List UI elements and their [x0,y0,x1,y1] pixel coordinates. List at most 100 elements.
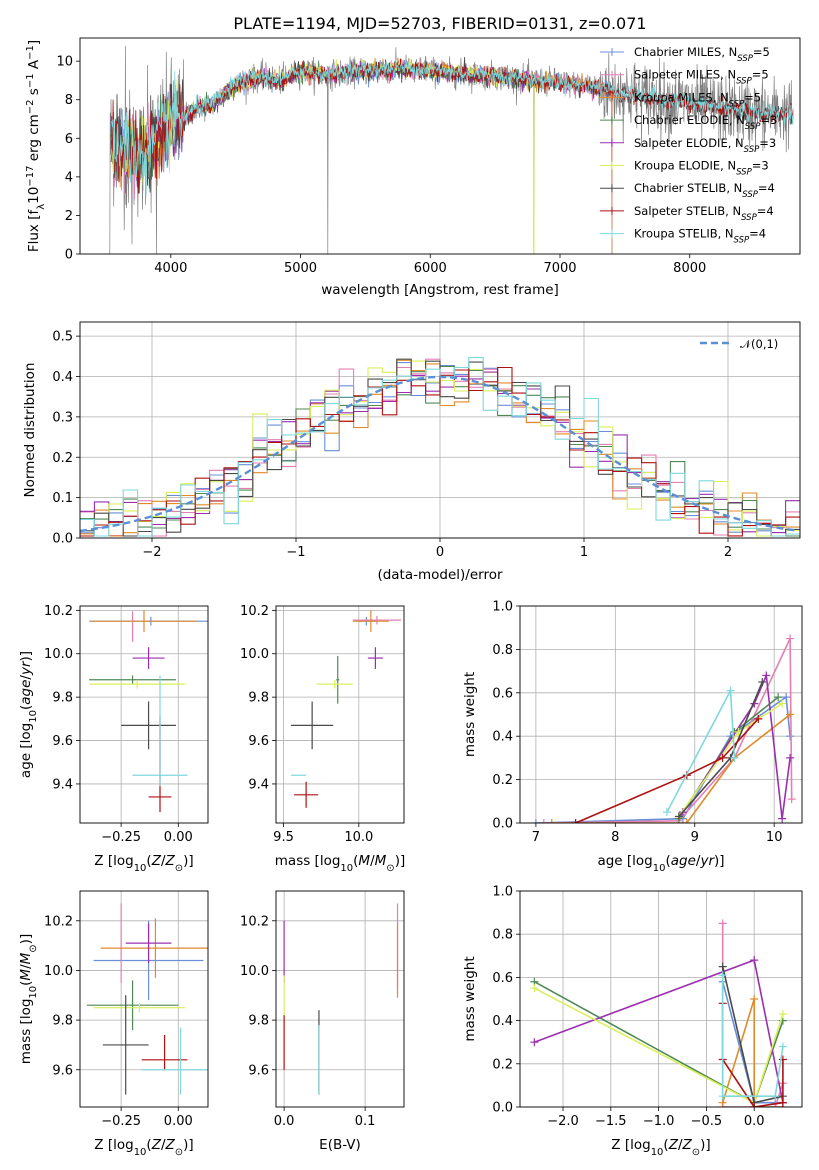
axes-frame [79,890,209,1108]
x-tick-label: −1.5 [595,1114,627,1129]
errorbar-point [86,980,179,1031]
normal-reference-curve [80,375,798,533]
errorbar-point [352,610,389,633]
mass-vs-metallicity-plot-area [86,903,208,1095]
mass-weight-marker [571,819,580,823]
x-tick-label: −1.0 [643,1114,675,1129]
y-tick-label: 0.0 [492,1101,513,1116]
errorbar-point [91,610,197,633]
residual-histogram-axes: −2 −1 0 1 2 0.0 0.1 0.2 0.3 0.4 0.5 (data-model)/er… [22,321,801,583]
mass-weight-marker [771,1092,780,1101]
legend-entry: Salpeter MILES, NSSP=5 [634,68,769,87]
mass-weight-series [678,671,795,823]
legend-entry: Chabrier MILES, NSSP=5 [634,45,770,64]
mass-weight-line [721,975,784,1097]
axes-frame [519,605,803,824]
y-tick-label: 0.2 [492,1057,513,1072]
y-tick-label: 0.2 [492,773,513,788]
y-tick-label: 0.4 [492,1014,513,1029]
y-tick-label: 0.6 [492,971,513,986]
errorbar-point [352,615,401,625]
y-tick-label: 9.6 [52,1063,73,1078]
mass-weight-marker [758,677,767,686]
spectrum-plot-area [109,45,794,254]
model-spectrum-line [110,57,613,254]
errorbar-point [291,701,334,750]
figure-title: PLATE=1194, MJD=52703, FIBERID=0131, z=0… [233,14,646,33]
mass-weight-line [678,681,764,818]
axes-frame [519,890,803,1108]
x-axis-label: Z [log10(Z/Z⊙)] [94,1137,193,1158]
x-tick-label: 9 [691,830,699,845]
axes-frame [275,605,405,824]
mass-weight-marker [782,693,791,702]
y-tick-label: 9.6 [248,734,269,749]
y-tick-label: 9.4 [52,777,73,792]
y-tick-label: 9.6 [52,734,73,749]
mass-weight-marker [786,710,795,719]
legend-entry: Kroupa STELIB, NSSP=4 [634,227,766,246]
y-tick-label: 1.0 [492,885,513,900]
legend-entry: Salpeter STELIB, NSSP=4 [634,204,774,223]
y-tick-label: 9.8 [248,691,269,706]
y-tick-label: 9.8 [52,691,73,706]
x-tick-label: 9.5 [273,830,294,845]
x-axis-label: Z [log10(Z/Z⊙)] [611,1137,710,1158]
age-vs-metallicity-plot-area [89,610,208,813]
x-tick-label: 0.00 [164,830,193,845]
x-tick-label: 7 [532,830,540,845]
mass-weight-series [547,710,795,823]
x-tick-label: 0.0 [274,1114,295,1129]
mass-weight-series [539,634,796,823]
x-tick-label: 8000 [673,261,706,276]
y-tick-label: 0 [65,248,73,263]
mass-weight-line [575,718,759,823]
mass-weight-marker [718,753,727,762]
y-tick-label: 0.0 [52,532,73,547]
y-tick-label: 4 [65,170,73,185]
y-tick-label: 8 [65,93,73,108]
x-tick-label: 10.0 [344,830,373,845]
y-tick-label: 10.2 [240,604,269,619]
x-tick-label: −1 [286,545,305,560]
y-tick-label: 10.0 [44,964,73,979]
x-tick-label: 0.1 [355,1114,376,1129]
legend-entry: Kroupa MILES, NSSP=5 [634,90,761,109]
x-tick-label: 0.0 [744,1114,765,1129]
mass-weight-vs-metallicity-plot-area [530,919,787,1107]
mass-weight-marker [662,808,671,817]
errorbar-point [316,679,353,689]
mass-weight-marker [750,995,759,1003]
x-tick-label: 2 [724,545,732,560]
y-tick-label: 10.0 [240,964,269,979]
mass-weight-marker [786,732,795,741]
mass-weight-marker [547,819,556,823]
mass-weight-marker [674,812,683,821]
age-vs-metallicity-axes: −0.25 0.00 9.4 9.6 9.8 10.0 10.2 Z [log10(Z/Z⊙)… [18,604,209,874]
x-tick-label: 8 [611,830,619,845]
mass-weight-vs-metallicity-axes: −2.0 −1.5 −1.0 −0.5 0.0 0.0 0.2 0.4 0.6 0.8 1.0 Z [… [462,885,803,1158]
legend-entry: 𝒩(0,1) [740,337,778,351]
errorbar-point [336,655,340,704]
age-vs-mass-axes: 9.5 10.0 9.4 9.6 9.8 10.0 10.2 mass [log10(M/M⊙… [240,604,405,874]
y-tick-label: 6 [65,132,73,147]
y-axis-label: Normed distribution [22,363,38,498]
mass-weight-marker [762,671,771,680]
mass-weight-marker [718,962,727,971]
x-tick-label: −0.25 [101,1114,141,1129]
mass-weight-marker [718,1092,727,1101]
x-tick-label: 7000 [543,261,576,276]
errorbar-point [100,918,208,978]
y-tick-label: 0.8 [492,643,513,658]
mass-weight-marker [778,814,787,823]
y-tick-label: 10.2 [44,604,73,619]
model-spectrum-line [111,59,794,196]
mass-weight-marker [778,699,787,708]
x-tick-label: 4000 [154,261,187,276]
legend-entry: Chabrier ELODIE, NSSP=3 [634,113,777,132]
y-tick-label: 10.2 [44,914,73,929]
mass-weight-line [721,998,783,1107]
mass-weight-marker [774,693,783,702]
mass-weight-marker [786,753,795,762]
